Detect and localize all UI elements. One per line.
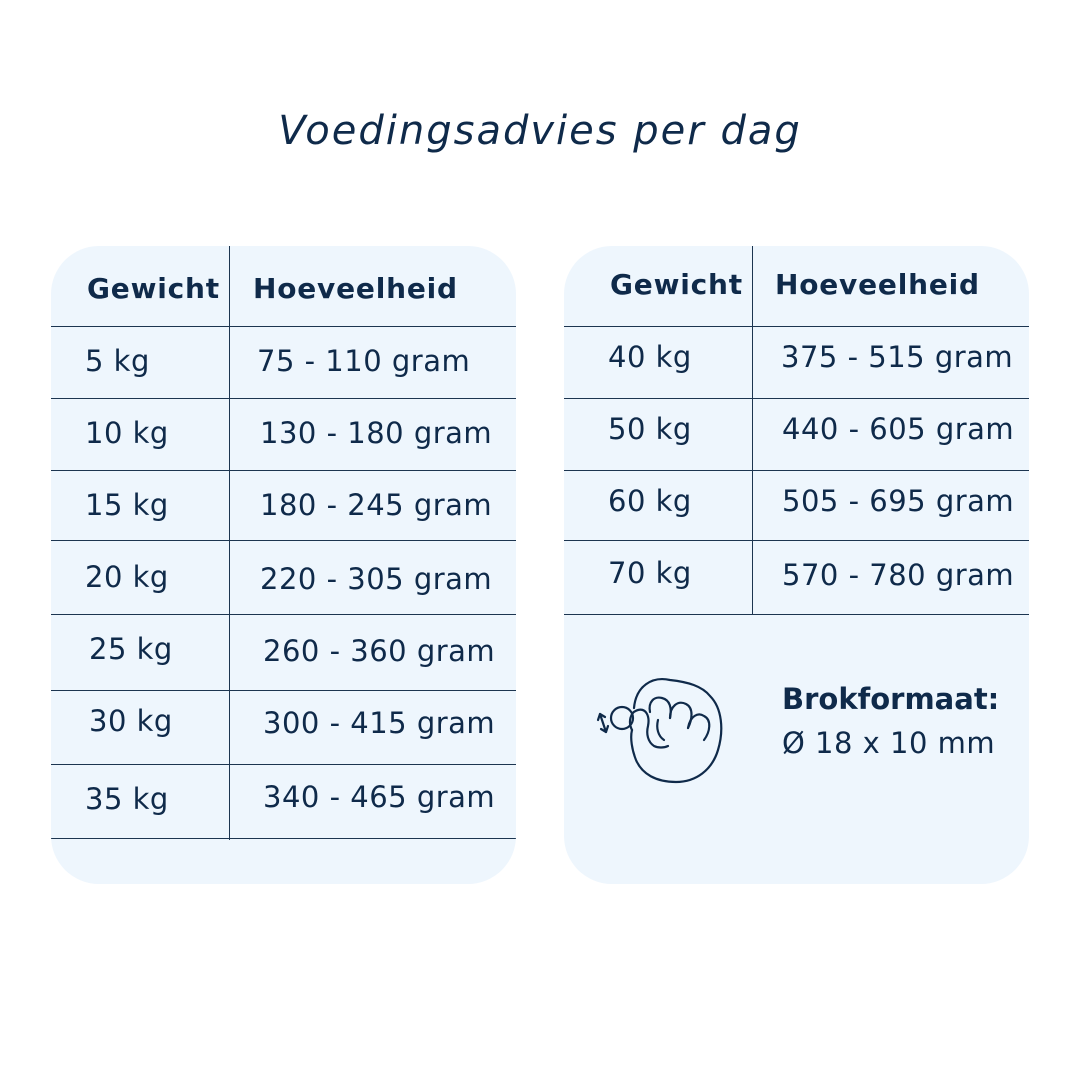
row-divider (51, 764, 516, 765)
amount-cell: 440 - 605 gram (782, 412, 1015, 446)
row-divider (51, 326, 516, 327)
weight-cell: 40 kg (608, 340, 692, 374)
row-divider (564, 398, 1029, 399)
column-divider (229, 246, 230, 840)
weight-cell: 30 kg (89, 704, 173, 738)
feeding-table-right: Gewicht Hoeveelheid 40 kg 375 - 515 gram… (564, 246, 1029, 884)
weight-cell: 60 kg (608, 484, 692, 518)
row-divider (564, 540, 1029, 541)
row-divider (51, 690, 516, 691)
row-divider (564, 326, 1029, 327)
kibble-size-label: Brokformaat: (782, 682, 1000, 716)
row-divider (51, 614, 516, 615)
row-divider (51, 540, 516, 541)
row-divider (51, 398, 516, 399)
row-divider (51, 470, 516, 471)
header-weight: Gewicht (87, 272, 220, 305)
hand-holding-kibble-icon (596, 678, 723, 784)
weight-cell: 15 kg (85, 488, 169, 522)
weight-cell: 50 kg (608, 412, 692, 446)
amount-cell: 375 - 515 gram (781, 340, 1014, 374)
column-divider (752, 246, 753, 614)
header-amount: Hoeveelheid (253, 272, 458, 305)
weight-cell: 35 kg (85, 782, 169, 816)
amount-cell: 180 - 245 gram (260, 488, 493, 522)
amount-cell: 340 - 465 gram (263, 780, 496, 814)
weight-cell: 10 kg (85, 416, 169, 450)
kibble-size-value: Ø 18 x 10 mm (782, 726, 996, 760)
weight-cell: 70 kg (608, 556, 692, 590)
weight-cell: 25 kg (89, 632, 173, 666)
row-divider (564, 614, 1029, 615)
amount-cell: 75 - 110 gram (257, 344, 471, 378)
amount-cell: 570 - 780 gram (782, 558, 1015, 592)
row-divider (564, 470, 1029, 471)
header-amount: Hoeveelheid (775, 268, 980, 301)
weight-cell: 20 kg (85, 560, 169, 594)
amount-cell: 260 - 360 gram (263, 634, 496, 668)
weight-cell: 5 kg (85, 344, 150, 378)
feeding-table-left: Gewicht Hoeveelheid 5 kg 75 - 110 gram 1… (51, 246, 516, 884)
amount-cell: 300 - 415 gram (263, 706, 496, 740)
row-divider (51, 838, 516, 839)
amount-cell: 505 - 695 gram (782, 484, 1015, 518)
amount-cell: 220 - 305 gram (260, 562, 493, 596)
header-weight: Gewicht (610, 268, 743, 301)
page-title: Voedingsadvies per dag (278, 108, 802, 154)
amount-cell: 130 - 180 gram (260, 416, 493, 450)
